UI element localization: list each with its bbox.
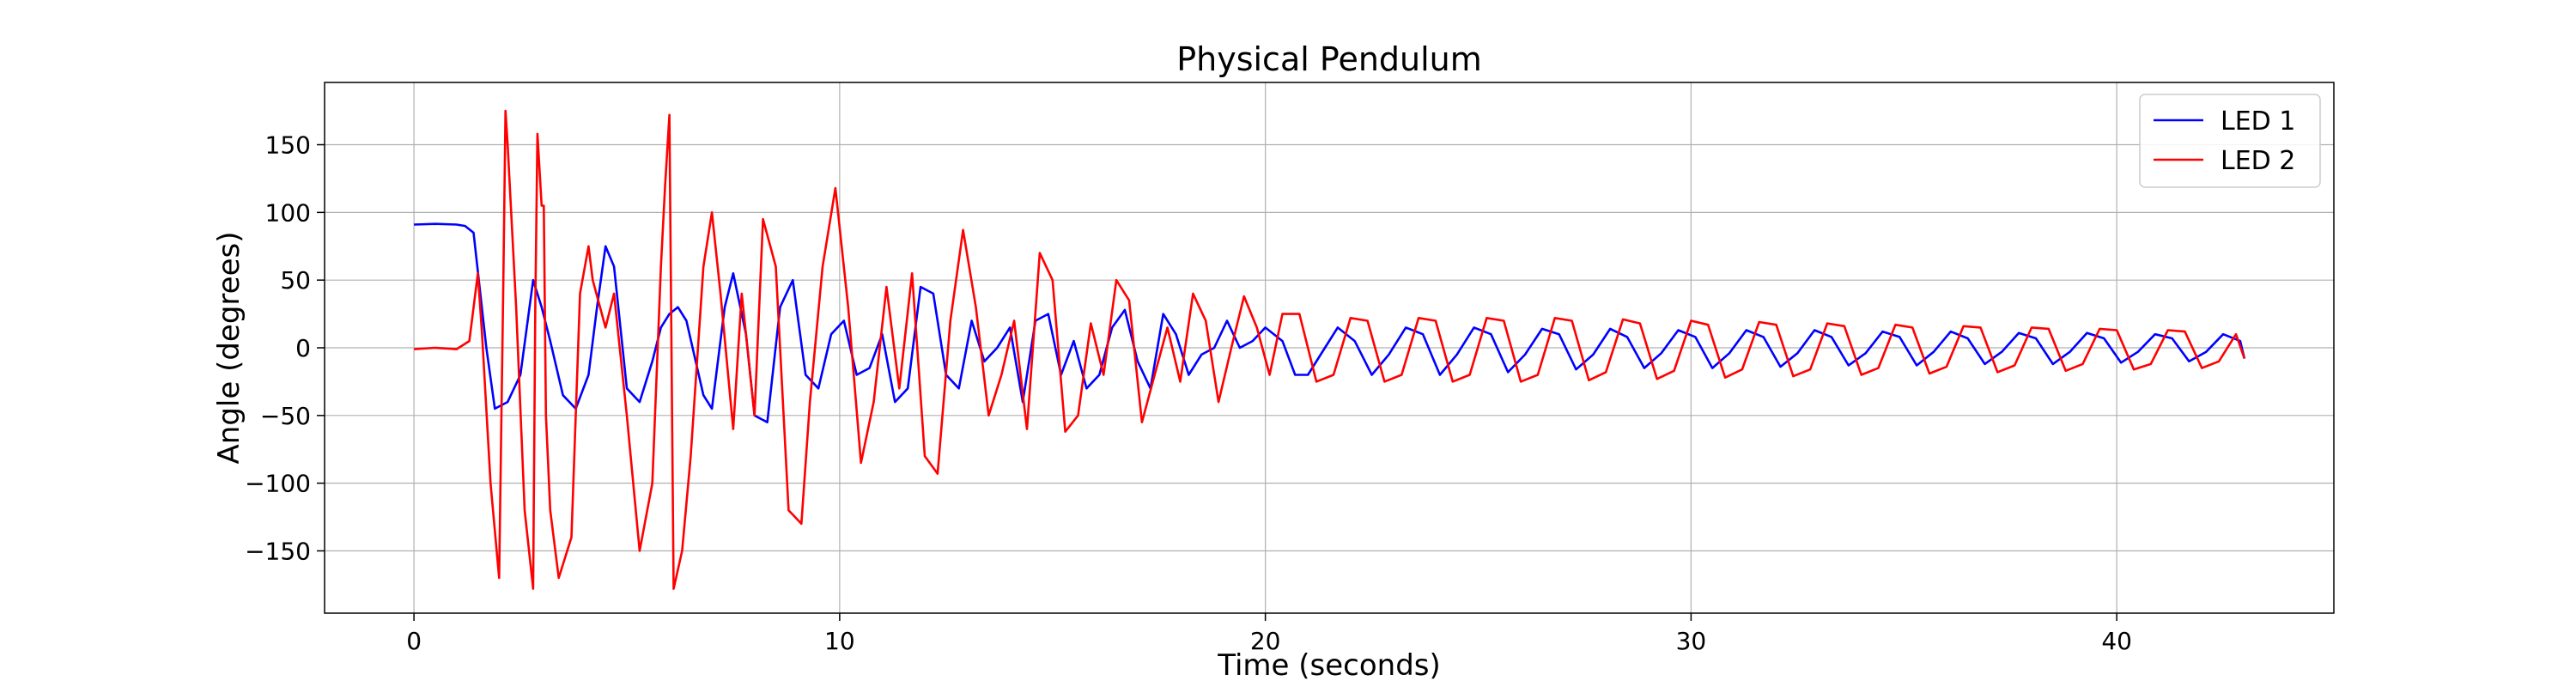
y-tick-label: −50 (260, 402, 311, 430)
x-tick-label: 30 (1676, 627, 1707, 655)
y-tick-label: 50 (280, 266, 311, 295)
x-tick-label: 10 (824, 627, 855, 655)
y-tick-label: −100 (245, 470, 311, 498)
series-line-led-1 (414, 222, 2246, 423)
series-line-led-2 (414, 109, 2246, 590)
legend[interactable]: LED 1 LED 2 (2139, 94, 2321, 188)
y-tick-label: 100 (265, 198, 311, 227)
legend-label: LED 1 (2221, 106, 2295, 137)
x-tick-label: 0 (406, 627, 422, 655)
y-tick-label: 0 (295, 334, 311, 362)
x-tick-label: 40 (2101, 627, 2132, 655)
x-tick-label: 20 (1250, 627, 1281, 655)
y-tick-label: −150 (245, 537, 311, 565)
y-tick-label: 150 (265, 131, 311, 160)
grid (325, 82, 2334, 613)
series-layer (414, 109, 2246, 590)
axis-ticks: 0 10 20 30 40 −150 −100 −50 0 50 100 150 (245, 131, 2132, 655)
y-axis-label: Angle (degrees) (212, 232, 246, 465)
x-axis-label: Time (seconds) (1217, 648, 1441, 683)
chart-title: Physical Pendulum (1176, 40, 1482, 78)
legend-box (2139, 94, 2321, 188)
legend-label: LED 2 (2221, 146, 2295, 176)
